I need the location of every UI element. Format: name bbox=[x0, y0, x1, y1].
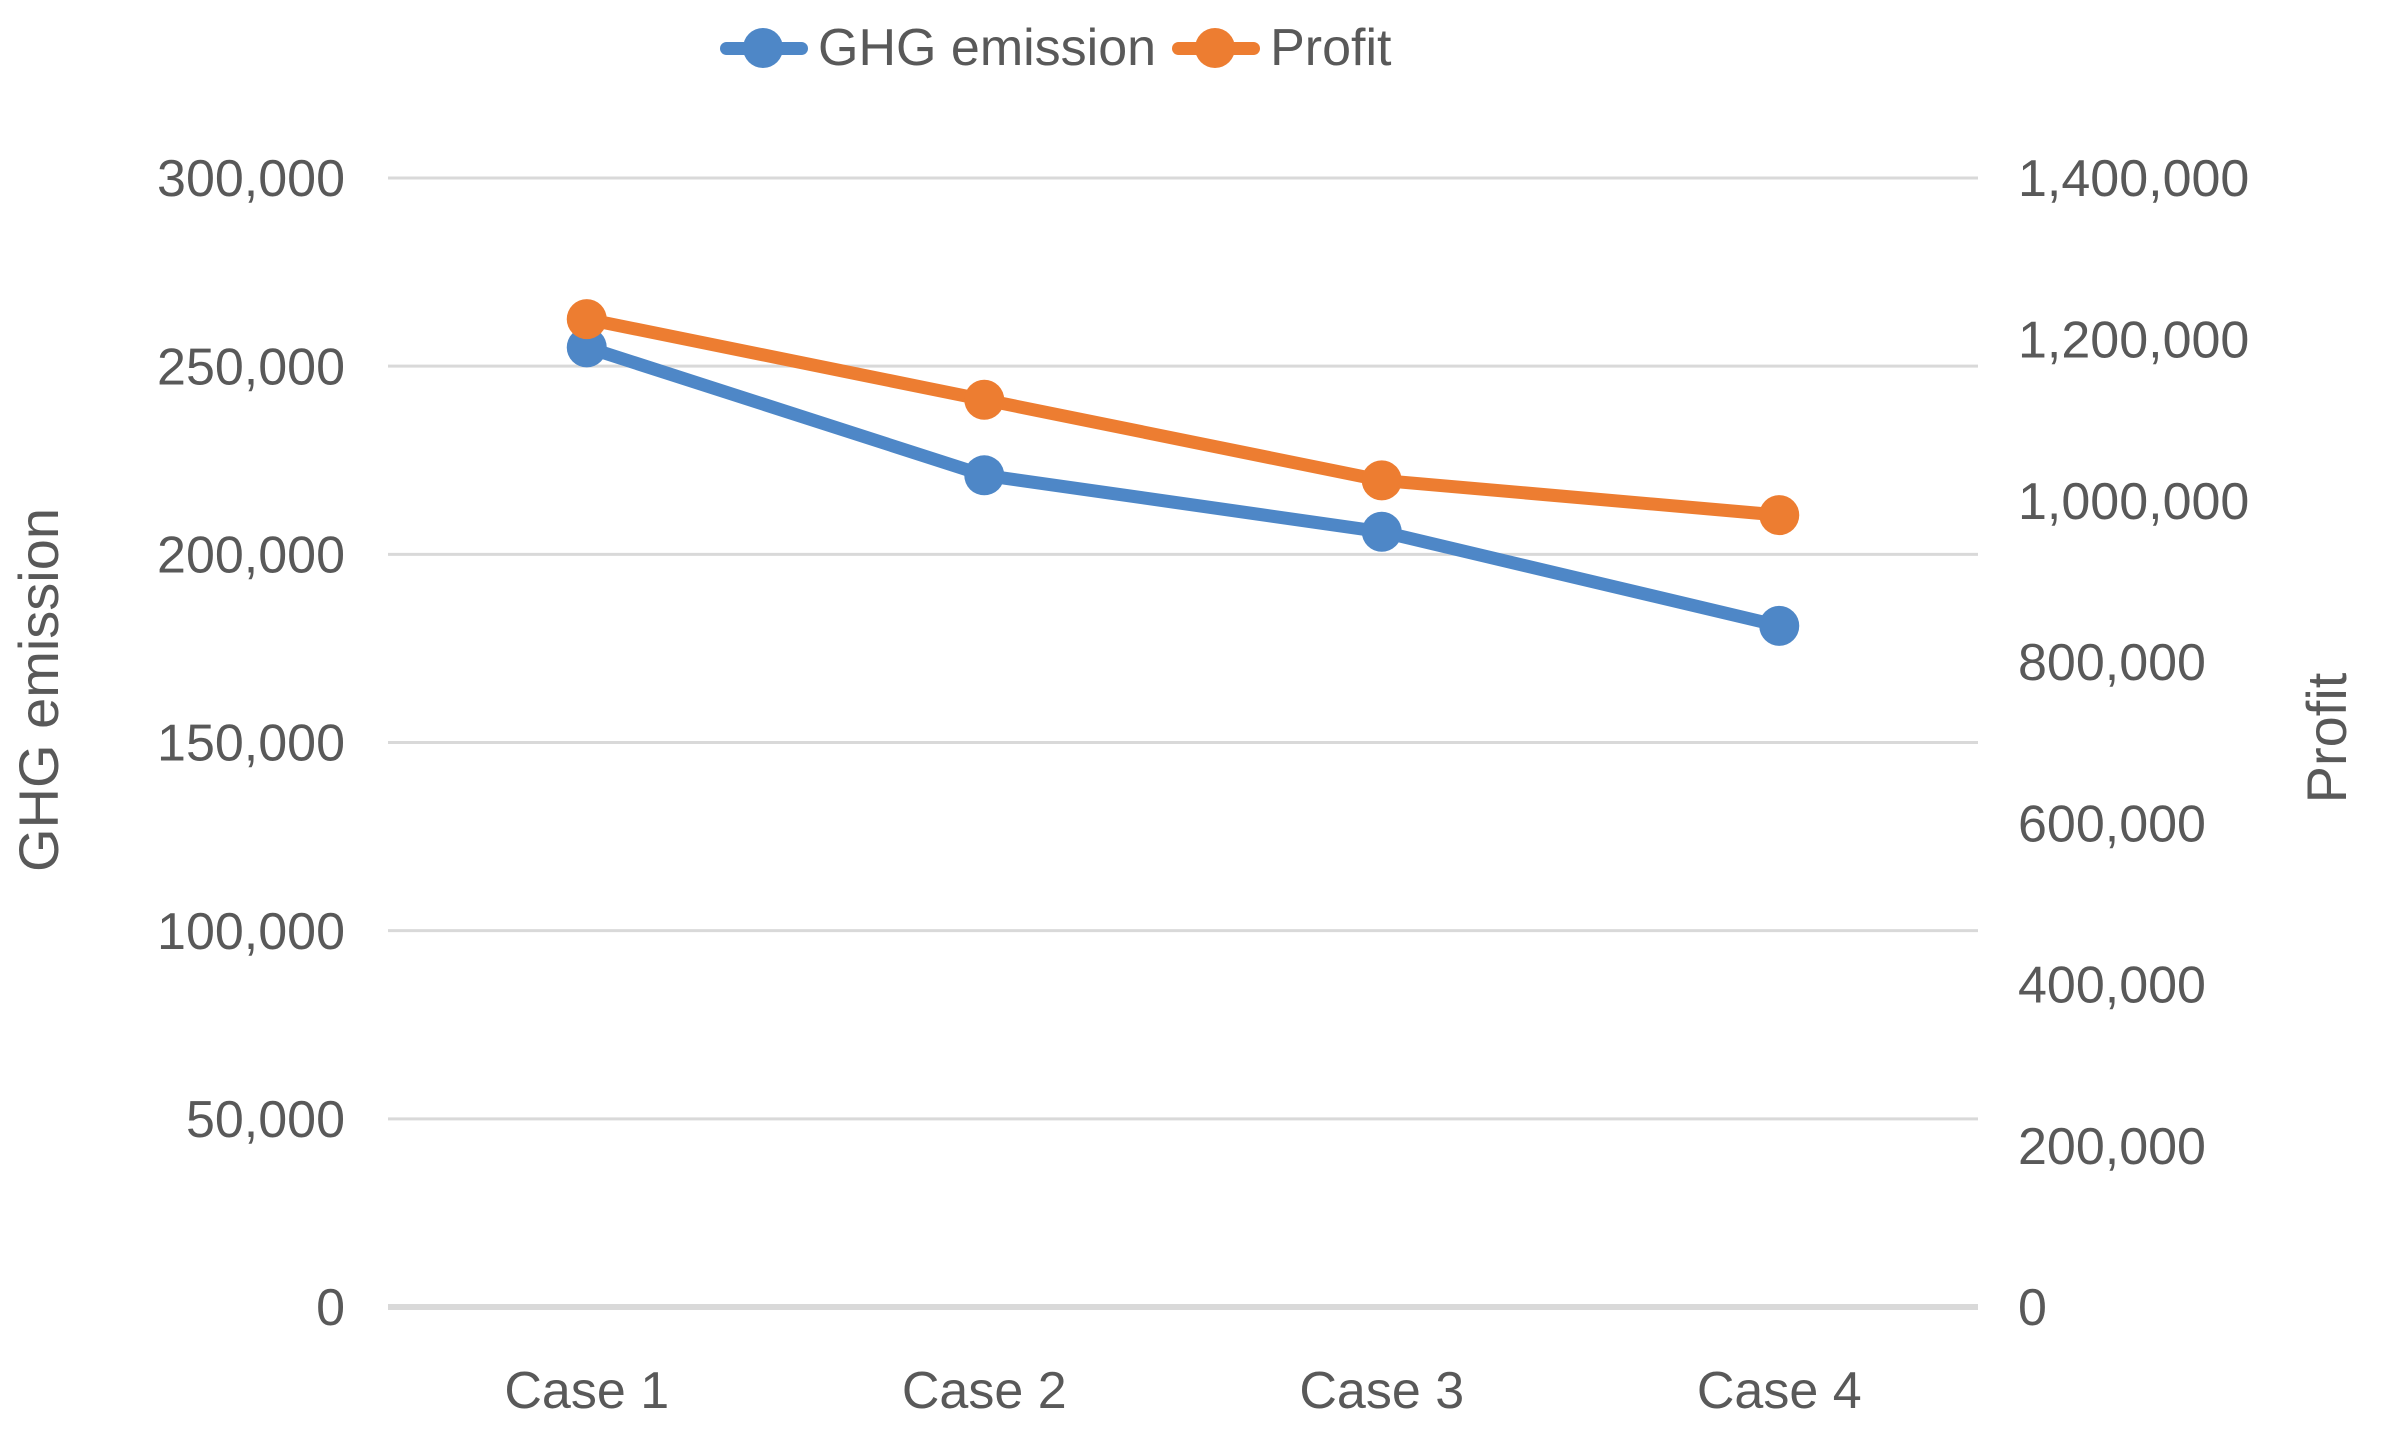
left-axis-tick-label: 150,000 bbox=[157, 715, 345, 773]
data-point-ghg-emission-case-4 bbox=[1759, 605, 1800, 646]
legend-label: Profit bbox=[1270, 19, 1392, 77]
right-axis-tick-label: 600,000 bbox=[2018, 795, 2206, 853]
data-point-ghg-emission-case-2 bbox=[964, 455, 1005, 496]
right-axis-title: Profit bbox=[2295, 672, 2358, 803]
category-label-case-2: Case 2 bbox=[902, 1362, 1067, 1420]
left-axis-tick-label: 250,000 bbox=[157, 338, 345, 396]
category-label-case-4: Case 4 bbox=[1697, 1362, 1862, 1420]
right-axis-tick-label: 200,000 bbox=[2018, 1118, 2206, 1176]
series-line-profit bbox=[580, 312, 1786, 522]
data-point-profit-case-1 bbox=[566, 299, 607, 340]
data-point-profit-case-3 bbox=[1361, 460, 1402, 501]
left-axis-tick-label: 300,000 bbox=[157, 150, 345, 208]
gridlines-layer bbox=[388, 176, 1978, 1310]
right-axis-tick-label: 400,000 bbox=[2018, 957, 2206, 1015]
data-point-profit-case-4 bbox=[1759, 495, 1800, 536]
chart-legend: GHG emission Profit bbox=[720, 18, 1391, 78]
right-axis-tick-label: 1,200,000 bbox=[2018, 311, 2249, 369]
right-axis-tick-label: 0 bbox=[2018, 1279, 2047, 1337]
left-axis-title: GHG emission bbox=[7, 508, 70, 872]
legend-dot-swatch bbox=[743, 28, 783, 68]
data-point-profit-case-2 bbox=[964, 379, 1005, 420]
left-axis-tick-label: 50,000 bbox=[186, 1091, 345, 1149]
axis-labels-layer: 300,000 250,000 200,000 150,000 100,000 50,00… bbox=[157, 150, 2249, 1420]
series-line-ghg-emission bbox=[580, 340, 1786, 633]
left-axis-tick-label: 0 bbox=[316, 1279, 345, 1337]
data-point-ghg-emission-case-1 bbox=[566, 327, 607, 368]
legend-marker-profit-icon bbox=[1172, 27, 1261, 69]
legend-item-ghg-emission: GHG emission bbox=[720, 18, 1156, 78]
right-axis-tick-label: 1,000,000 bbox=[2018, 473, 2249, 531]
series-layer bbox=[566, 299, 1800, 646]
legend-marker-ghg-emission-icon bbox=[720, 27, 808, 69]
category-label-case-3: Case 3 bbox=[1299, 1362, 1464, 1420]
legend-item-profit: Profit bbox=[1172, 18, 1391, 78]
right-axis-tick-label: 1,400,000 bbox=[2018, 150, 2249, 208]
data-point-ghg-emission-case-3 bbox=[1361, 511, 1402, 552]
left-axis-tick-label: 200,000 bbox=[157, 527, 345, 585]
left-axis-tick-label: 100,000 bbox=[157, 903, 345, 961]
legend-label: GHG emission bbox=[818, 19, 1157, 77]
legend-dot-swatch bbox=[1195, 28, 1236, 68]
right-axis-tick-label: 800,000 bbox=[2018, 634, 2206, 692]
category-label-case-1: Case 1 bbox=[504, 1362, 669, 1420]
